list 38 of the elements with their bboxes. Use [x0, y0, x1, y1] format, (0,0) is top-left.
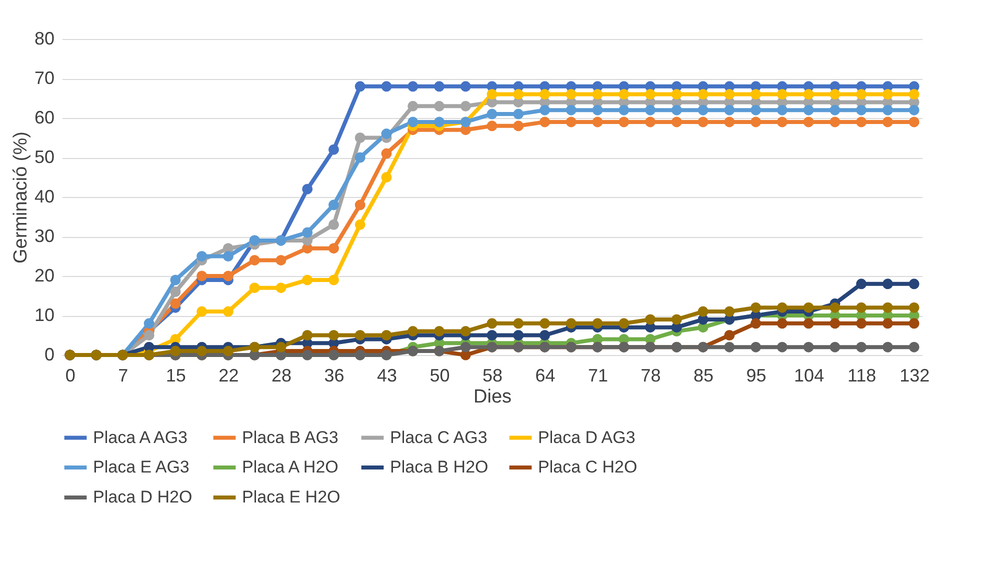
- legend-label: Placa C H2O: [538, 458, 638, 476]
- y-tick-label: 60: [34, 108, 54, 128]
- y-tick-label: 10: [34, 305, 54, 325]
- x-tick-label: 36: [324, 366, 344, 386]
- x-tick-label: 118: [847, 366, 876, 386]
- x-tick-label: 50: [430, 366, 450, 386]
- x-tick-label: 43: [376, 366, 397, 386]
- y-tick-label: 20: [34, 266, 54, 286]
- y-axis-title: Germinació (%): [10, 132, 32, 264]
- legend-label: Placa D H2O: [93, 488, 192, 506]
- x-tick-label: 85: [694, 366, 714, 386]
- y-tick-label: 40: [34, 186, 54, 206]
- x-tick-label: 7: [118, 366, 128, 386]
- x-tick-label: 95: [746, 366, 766, 386]
- x-tick-label: 15: [166, 366, 186, 386]
- legend-label: Placa C AG3: [390, 428, 488, 447]
- y-tick-label: 0: [44, 344, 54, 364]
- x-tick-label: 64: [535, 366, 556, 386]
- legend-label: Placa A H2O: [242, 458, 338, 476]
- legend-label: Placa E H2O: [242, 488, 340, 506]
- legend-label: Placa B AG3: [242, 428, 338, 447]
- y-tick-label: 50: [34, 147, 54, 167]
- y-tick-label: 80: [34, 28, 54, 48]
- y-tick-label: 30: [34, 226, 54, 246]
- x-tick-label: 58: [482, 366, 503, 386]
- legend-label: Placa A AG3: [93, 428, 188, 447]
- legend-label: Placa B H2O: [390, 458, 488, 476]
- x-tick-label: 104: [794, 366, 824, 386]
- legend-label: Placa D AG3: [538, 428, 636, 447]
- legend-label: Placa E AG3: [93, 458, 190, 476]
- y-tick-label: 70: [34, 68, 54, 88]
- x-tick-label: 132: [900, 366, 930, 386]
- x-tick-label: 22: [218, 366, 239, 386]
- x-tick-label: 71: [588, 366, 608, 386]
- x-tick-label: 78: [640, 366, 661, 386]
- x-tick-label: 0: [65, 366, 76, 386]
- x-axis-title: Dies: [473, 386, 512, 408]
- x-tick-label: 28: [271, 366, 292, 386]
